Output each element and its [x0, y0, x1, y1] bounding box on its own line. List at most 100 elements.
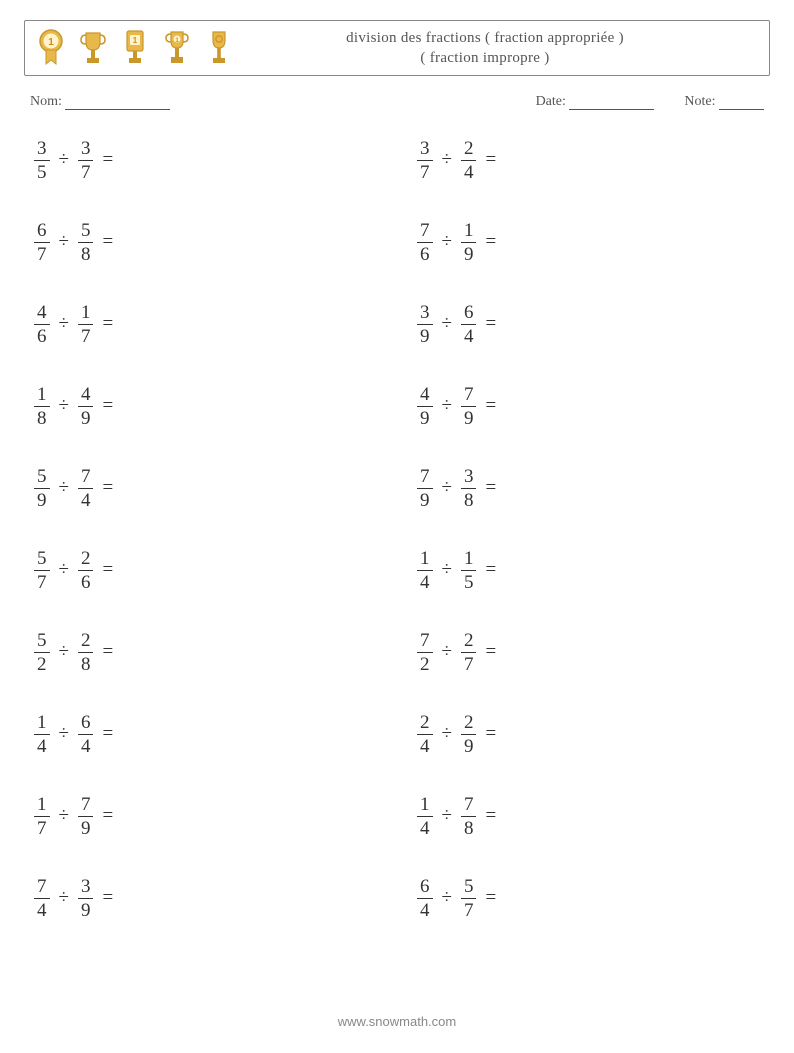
fraction: 64 [417, 877, 433, 920]
equals-sign: = [485, 395, 496, 417]
equals-sign: = [485, 723, 496, 745]
denominator: 8 [461, 488, 477, 510]
name-blank [65, 95, 170, 110]
division-operator: ÷ [442, 805, 452, 827]
numerator: 1 [34, 713, 50, 734]
fraction: 35 [34, 139, 50, 182]
denominator: 4 [417, 570, 433, 592]
numerator: 2 [78, 549, 94, 570]
numerator: 3 [34, 139, 50, 160]
division-operator: ÷ [442, 313, 452, 335]
denominator: 9 [78, 406, 94, 428]
fraction: 76 [417, 221, 433, 264]
fraction: 74 [78, 467, 94, 510]
division-operator: ÷ [59, 559, 69, 581]
equals-sign: = [102, 887, 113, 909]
numerator: 7 [461, 795, 477, 816]
problem: 14÷64= [34, 710, 377, 758]
footer-url: www.snowmath.com [0, 1014, 794, 1029]
problem: 79 ÷ 38 = [417, 464, 760, 512]
numerator: 3 [417, 139, 433, 160]
fraction: 27 [461, 631, 477, 674]
trophy-row: 1 1 1 [37, 28, 233, 68]
numerator: 3 [461, 467, 477, 488]
problem: 52÷28= [34, 628, 377, 676]
date-blank [569, 95, 654, 110]
division-operator: ÷ [442, 559, 452, 581]
denominator: 4 [417, 898, 433, 920]
fraction: 79 [78, 795, 94, 838]
numerator: 3 [78, 139, 94, 160]
problem: 64÷57= [417, 874, 760, 922]
svg-text:1: 1 [48, 37, 54, 48]
problem: 59÷74= [34, 464, 377, 512]
equals-sign: = [485, 887, 496, 909]
denominator: 9 [78, 816, 94, 838]
denominator: 4 [34, 734, 50, 756]
denominator: 9 [417, 406, 433, 428]
medal-icon: 1 [37, 28, 65, 68]
title-line-1: division des fractions ( fraction approp… [233, 28, 737, 48]
trophy-cup2-icon: 1 [163, 28, 191, 68]
denominator: 2 [34, 652, 50, 674]
denominator: 7 [461, 898, 477, 920]
equals-sign: = [102, 559, 113, 581]
problem: 67÷58= [34, 218, 377, 266]
equals-sign: = [485, 477, 496, 499]
equals-sign: = [485, 313, 496, 335]
division-operator: ÷ [59, 641, 69, 663]
denominator: 9 [417, 324, 433, 346]
score-blank [719, 95, 764, 110]
division-operator: ÷ [59, 395, 69, 417]
denominator: 9 [78, 898, 94, 920]
fraction: 79 [461, 385, 477, 428]
equals-sign: = [485, 641, 496, 663]
numerator: 7 [78, 795, 94, 816]
problem-grid: 35÷37=37÷24=67÷58=76÷19=46÷17=39÷64=18÷4… [24, 136, 770, 922]
svg-text:1: 1 [133, 36, 138, 45]
numerator: 2 [461, 713, 477, 734]
denominator: 4 [461, 160, 477, 182]
equals-sign: = [102, 805, 113, 827]
denominator: 8 [34, 406, 50, 428]
fraction: 64 [461, 303, 477, 346]
denominator: 9 [461, 734, 477, 756]
fraction: 49 [417, 385, 433, 428]
division-operator: ÷ [442, 231, 452, 253]
numerator: 5 [78, 221, 94, 242]
numerator: 3 [78, 877, 94, 898]
problem: 74÷39= [34, 874, 377, 922]
equals-sign: = [102, 231, 113, 253]
denominator: 7 [417, 160, 433, 182]
denominator: 8 [78, 652, 94, 674]
denominator: 2 [417, 652, 433, 674]
denominator: 9 [34, 488, 50, 510]
numerator: 1 [78, 303, 94, 324]
fraction: 52 [34, 631, 50, 674]
denominator: 6 [78, 570, 94, 592]
fraction: 24 [461, 139, 477, 182]
name-field: Nom: [30, 94, 536, 110]
division-operator: ÷ [442, 641, 452, 663]
equals-sign: = [485, 149, 496, 171]
numerator: 2 [461, 631, 477, 652]
numerator: 7 [417, 631, 433, 652]
equals-sign: = [102, 723, 113, 745]
worksheet-title: division des fractions ( fraction approp… [233, 28, 757, 69]
denominator: 9 [417, 488, 433, 510]
denominator: 7 [461, 652, 477, 674]
numerator: 1 [461, 549, 477, 570]
equals-sign: = [485, 559, 496, 581]
problem: 57 ÷ 26 = [34, 546, 377, 594]
denominator: 7 [34, 242, 50, 264]
fraction: 57 [34, 549, 50, 592]
numerator: 1 [417, 795, 433, 816]
division-operator: ÷ [442, 477, 452, 499]
problem: 37÷24= [417, 136, 760, 184]
numerator: 7 [417, 467, 433, 488]
fraction: 14 [417, 795, 433, 838]
denominator: 4 [461, 324, 477, 346]
denominator: 6 [34, 324, 50, 346]
numerator: 6 [78, 713, 94, 734]
numerator: 1 [34, 385, 50, 406]
